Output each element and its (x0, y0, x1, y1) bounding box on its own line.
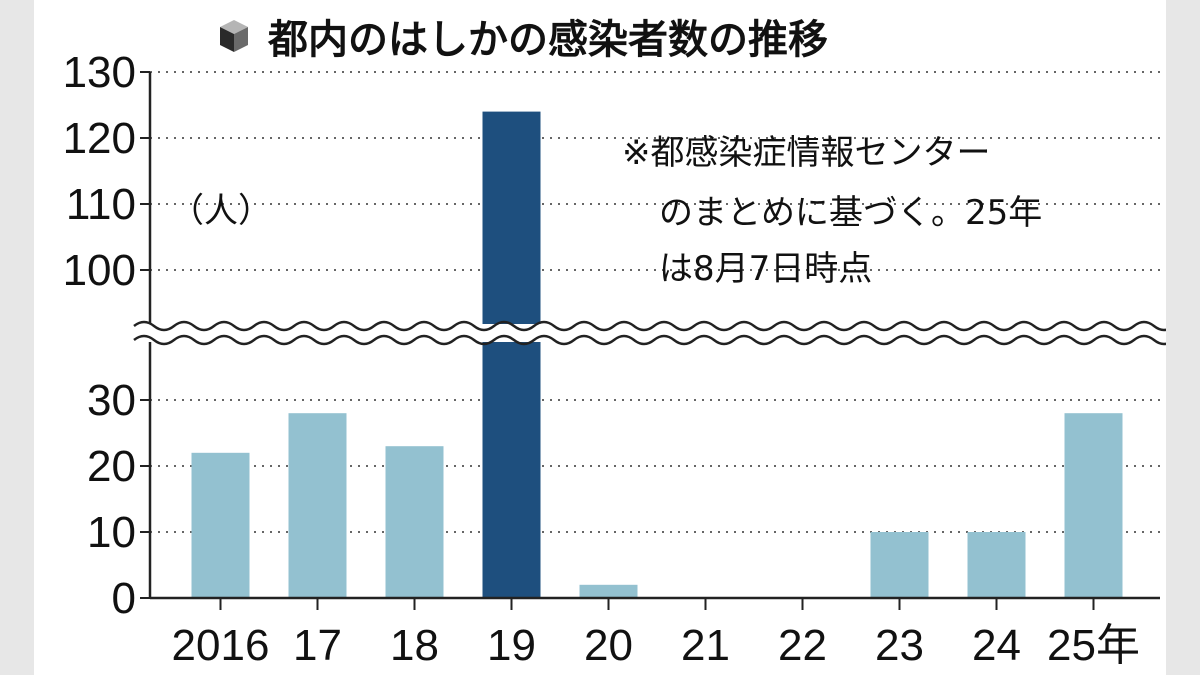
bar-20 (579, 584, 638, 598)
y-tick-label-lower-2: 20 (87, 442, 136, 491)
x-tick-label-2016: 2016 (172, 621, 270, 670)
bar-23 (870, 532, 929, 598)
bar-19 (482, 111, 541, 598)
bar-25年 (1064, 413, 1123, 598)
y-tick-label-upper-1: 110 (66, 180, 136, 229)
y-tick-label-lower-0: 0 (112, 574, 136, 623)
x-tick-label-17: 17 (293, 621, 342, 670)
y-tick-label-upper-0: 100 (63, 246, 136, 295)
bar-18 (385, 446, 444, 598)
source-note: ※都感染症情報センター のまとめに基づく。25年 は8月7日時点 (622, 133, 1042, 289)
x-tick-label-20: 20 (584, 621, 633, 670)
chart-title-text: 都内のはしかの感染者数の推移 (267, 17, 828, 63)
bar-17 (288, 413, 347, 598)
note-line-3: は8月7日時点 (659, 249, 872, 289)
unit-label: （人） (170, 191, 272, 231)
x-tick-label-23: 23 (875, 621, 924, 670)
chart-panel: 0 10 20 30 100 110 120 130 2016 17 18 19 20 21 22 23 24 2… (34, 0, 1166, 675)
x-tick-label-19: 19 (487, 621, 536, 670)
x-tick-label-21: 21 (681, 621, 730, 670)
bar-2016 (191, 452, 250, 598)
cube-icon (220, 20, 248, 52)
measles-cases-chart: 0 10 20 30 100 110 120 130 2016 17 18 19 20 21 22 23 24 2… (63, 17, 1166, 670)
y-tick-label-upper-2: 120 (63, 114, 136, 163)
y-tick-label-lower-3: 30 (87, 376, 136, 425)
bar-24 (967, 532, 1026, 598)
x-tick-label-18: 18 (390, 621, 439, 670)
note-line-1: ※都感染症情報センター (622, 133, 991, 173)
chart-title: 都内のはしかの感染者数の推移 (220, 17, 828, 63)
axis-break-wave-lower (133, 334, 1166, 346)
x-tick-label-25年: 25年 (1047, 621, 1140, 670)
x-tick-label-24: 24 (972, 621, 1021, 670)
axis-break-band (134, 324, 1160, 342)
note-line-2: のまとめに基づく。25年 (659, 193, 1042, 233)
y-tick-label-lower-1: 10 (87, 508, 136, 557)
x-tick-label-22: 22 (778, 621, 827, 670)
y-tick-label-upper-3: 130 (63, 48, 136, 97)
axis-break-wave-upper (133, 320, 1166, 332)
